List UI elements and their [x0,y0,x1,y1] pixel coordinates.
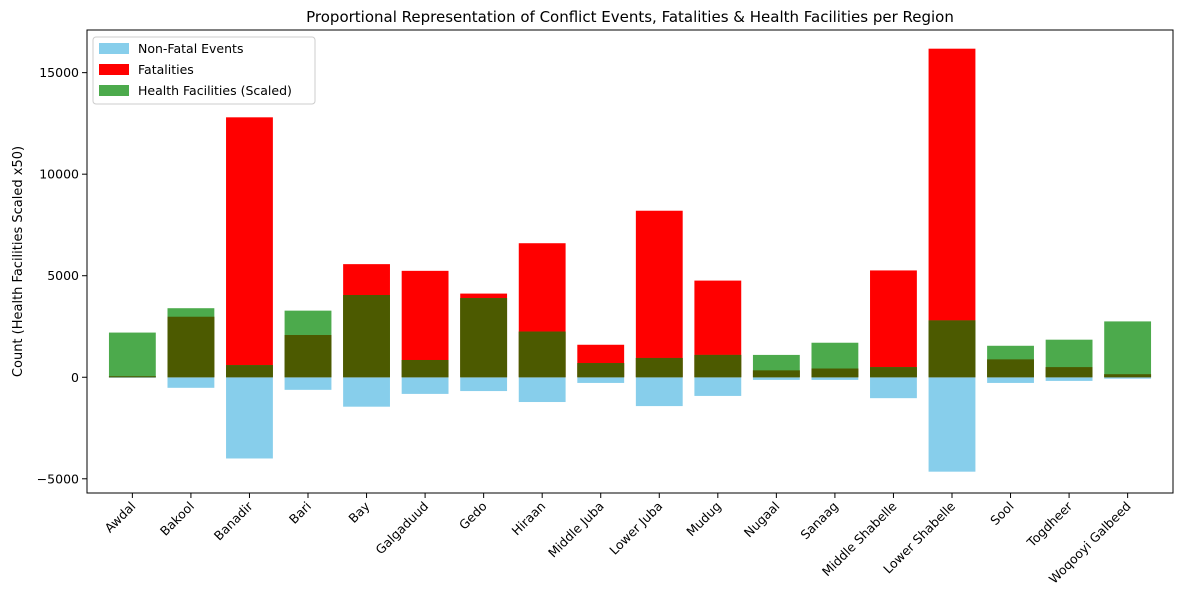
bar-nonfatal [577,377,625,383]
bar-overlap [635,357,683,378]
bar-overlap [752,370,800,378]
legend-box [92,36,316,105]
bar-nonfatal [401,377,449,394]
bar-nonfatal [870,377,917,399]
legend-swatch [99,85,129,96]
x-tick-label: Lower Juba [606,499,665,558]
bar-overlap [401,359,449,378]
bar-overlap [343,295,390,378]
x-axis: Awdal Bakool Banadir Bari Bay Galgaduud Gedo Hi… [101,493,1134,586]
legend-swatch [99,43,129,54]
x-tick-label: Sool [987,499,1016,528]
bar-overlap [928,320,976,378]
x-tick-label: Banadir [211,498,256,543]
bar-overlap [167,316,215,378]
bar-nonfatal [518,377,566,403]
bar-overlap [1045,367,1093,378]
plot-frame [86,29,1174,494]
chart-title: Proportional Representation of Conflict … [306,8,954,26]
x-tick-label: Middle Juba [545,499,607,561]
legend: Non-Fatal Events Fatalities Health Facilit… [92,36,316,105]
bar-nonfatal [811,377,859,380]
bar-overlap [1104,374,1152,378]
bar-nonfatal [928,377,976,472]
x-tick-label: Mudug [683,499,724,540]
x-tick-label: Galgaduud [372,499,431,558]
bar-health-facilities [108,332,156,378]
bar-overlap [284,335,332,378]
bar-nonfatal [1045,377,1093,381]
y-tick-label: 0 [71,370,79,385]
bar-nonfatal [987,377,1034,383]
y-axis: −5000 0 5000 10000 15000 [37,65,87,486]
y-tick-label: 10000 [39,167,79,182]
legend-label: Fatalities [138,62,194,77]
legend-swatch [99,64,129,75]
bar-nonfatal [460,377,508,392]
x-tick-label: Hiraan [509,499,549,539]
x-tick-label: Bari [286,499,314,527]
bar-overlap [577,363,625,378]
bar-overlap [870,367,917,378]
bar-fatalities [635,210,683,378]
bar-nonfatal [694,377,742,396]
bar-nonfatal [167,377,215,388]
bar-overlap [460,298,508,378]
x-tick-label: Togdheer [1023,498,1076,551]
bar-nonfatal [1104,377,1152,379]
y-tick-label: 5000 [47,268,79,283]
y-tick-label: 15000 [39,65,79,80]
x-tick-label: Awdal [101,499,138,536]
bar-overlap [694,354,742,378]
x-tick-label: Bay [345,498,373,526]
bar-overlap [518,331,566,378]
bar-health-facilities [1104,321,1152,378]
x-tick-label: Gedo [456,499,490,533]
bar-overlap [811,368,859,378]
x-tick-label: Sanaag [797,499,841,543]
bar-overlap [226,365,273,378]
bar-nonfatal [226,377,273,459]
bar-nonfatal [343,377,390,407]
bar-nonfatal [752,377,800,380]
bar-fatalities [226,117,273,378]
legend-label: Health Facilities (Scaled) [138,83,292,98]
legend-label: Non-Fatal Events [138,41,243,56]
bar-nonfatal [108,377,156,378]
x-tick-label: Bakool [157,499,197,539]
bars-layer [108,48,1152,472]
bar-nonfatal [284,377,332,390]
x-tick-label: Nugaal [741,499,783,541]
bar-fatalities [870,270,917,378]
bar-fatalities [401,270,449,378]
y-tick-label: −5000 [37,471,79,486]
bar-overlap [987,359,1034,378]
bar-overlap [108,376,156,378]
bar-nonfatal [635,377,683,407]
y-axis-label: Count (Health Facilities Scaled x50) [11,146,26,377]
